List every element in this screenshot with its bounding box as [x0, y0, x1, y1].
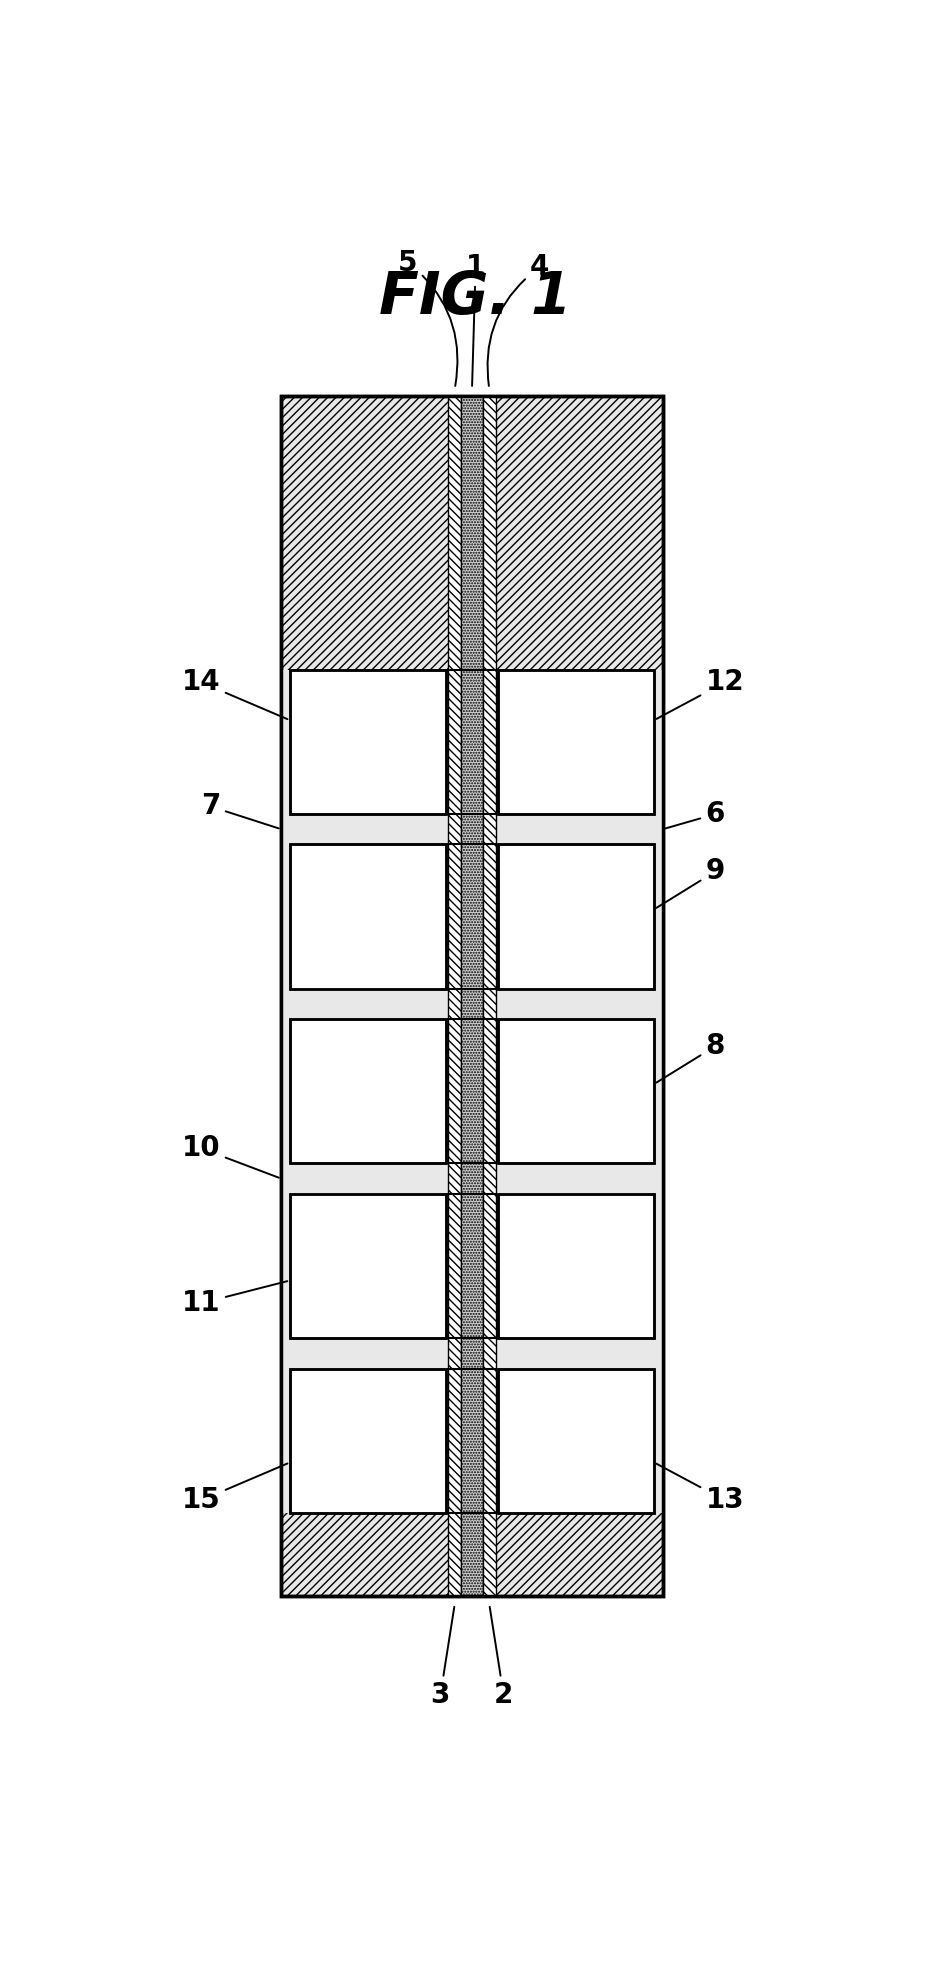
Text: 14: 14	[182, 669, 287, 720]
Text: 2: 2	[489, 1606, 513, 1709]
Bar	[498, 669, 654, 815]
Text: 10: 10	[182, 1134, 278, 1178]
Bar	[498, 1369, 654, 1513]
Bar	[290, 669, 446, 815]
Text: 11: 11	[182, 1280, 287, 1318]
Bar	[281, 1194, 446, 1338]
Bar	[654, 844, 662, 988]
Text: 12: 12	[655, 669, 743, 718]
Bar	[290, 1194, 446, 1338]
Bar	[498, 1194, 654, 1338]
Bar	[290, 844, 446, 988]
Text: 4: 4	[487, 253, 549, 387]
Bar	[281, 844, 290, 988]
Bar	[281, 1338, 662, 1369]
Text: 6: 6	[665, 801, 724, 829]
Bar	[498, 1020, 654, 1164]
Bar	[654, 669, 662, 815]
Bar	[498, 1194, 662, 1338]
Bar	[654, 1369, 662, 1513]
Bar	[290, 669, 446, 815]
Bar	[290, 1369, 446, 1513]
Bar	[498, 1369, 662, 1513]
Bar	[498, 844, 654, 988]
Bar	[498, 844, 662, 988]
Bar	[290, 1194, 446, 1338]
Text: 9: 9	[655, 858, 724, 908]
Text: 1: 1	[465, 253, 485, 387]
Text: 7: 7	[200, 793, 278, 829]
Text: 3: 3	[430, 1606, 454, 1709]
Bar	[448, 397, 461, 1596]
Text: 8: 8	[655, 1032, 724, 1083]
Bar	[498, 1020, 654, 1164]
Bar	[498, 844, 654, 988]
Text: 15: 15	[182, 1464, 287, 1515]
Bar	[281, 1369, 290, 1513]
Bar	[498, 669, 654, 815]
Bar	[290, 844, 446, 988]
Text: 13: 13	[655, 1464, 743, 1515]
Bar	[281, 1369, 446, 1513]
Bar	[498, 1194, 654, 1338]
Bar	[654, 1194, 662, 1338]
Bar	[281, 669, 290, 815]
Bar	[281, 397, 662, 1596]
Bar	[654, 1020, 662, 1164]
Bar	[281, 988, 662, 1020]
Bar	[498, 1020, 662, 1164]
Bar	[281, 1020, 290, 1164]
Bar	[281, 815, 662, 844]
Bar	[290, 1369, 446, 1513]
Bar	[290, 1020, 446, 1164]
Bar	[498, 669, 662, 815]
Bar	[281, 1020, 446, 1164]
Bar	[281, 844, 446, 988]
Bar	[498, 1369, 654, 1513]
Bar	[281, 397, 662, 1596]
Bar	[461, 397, 482, 1596]
Bar	[281, 669, 446, 815]
Bar	[290, 1020, 446, 1164]
Bar	[281, 1164, 662, 1194]
Text: 5: 5	[398, 249, 457, 387]
Text: FIG. 1: FIG. 1	[379, 268, 571, 326]
Bar	[482, 397, 495, 1596]
Bar	[281, 1194, 290, 1338]
